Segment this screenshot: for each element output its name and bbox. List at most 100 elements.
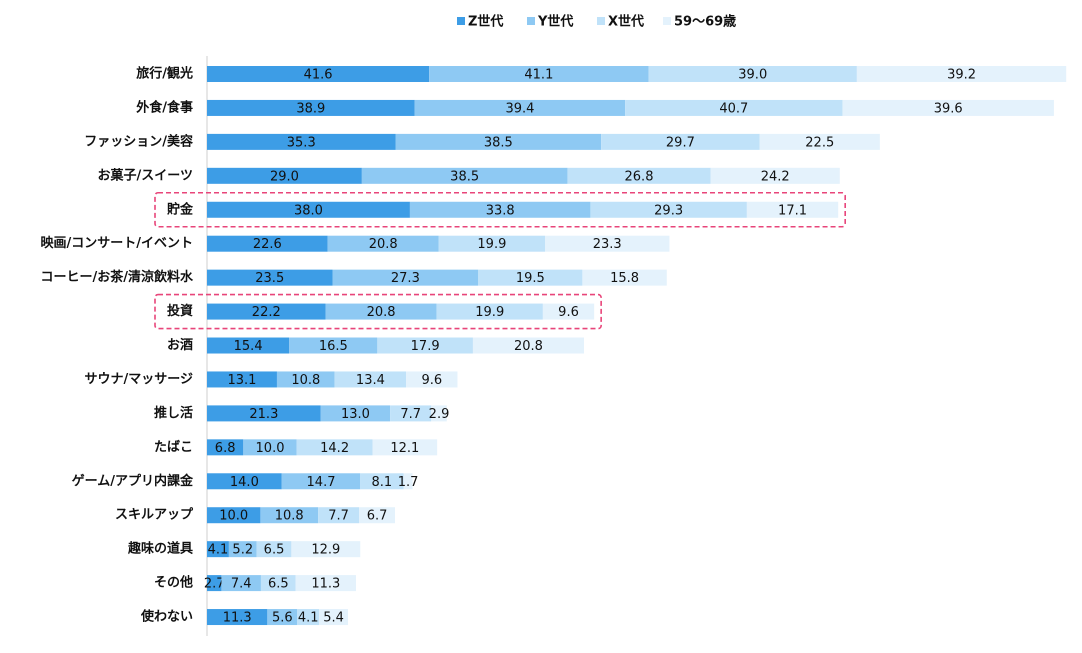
bar-segment bbox=[291, 541, 361, 558]
bar-segment bbox=[256, 541, 292, 558]
value-label: 13.1 bbox=[228, 373, 257, 388]
bar-segment bbox=[472, 337, 585, 354]
bar-segment bbox=[625, 99, 843, 116]
value-label: 2.7 bbox=[204, 577, 225, 592]
category-label: 映画/コンサート/イベント bbox=[41, 235, 194, 251]
legend-label: X世代 bbox=[608, 14, 644, 30]
value-label: 21.3 bbox=[249, 407, 278, 422]
value-label: 10.8 bbox=[275, 509, 304, 524]
value-label: 12.1 bbox=[390, 441, 419, 456]
bar-segment bbox=[207, 575, 222, 592]
value-label: 41.1 bbox=[524, 68, 553, 83]
bar-segment bbox=[281, 473, 361, 490]
value-label: 23.5 bbox=[255, 271, 284, 286]
value-label: 13.4 bbox=[356, 373, 385, 388]
value-label: 7.7 bbox=[400, 407, 421, 422]
bar-segment bbox=[409, 201, 591, 218]
bar-segment bbox=[243, 439, 297, 456]
category-label: 推し活 bbox=[154, 405, 193, 421]
bar-segment bbox=[372, 439, 438, 456]
value-label: 22.2 bbox=[252, 305, 281, 320]
bar-segment bbox=[648, 66, 857, 82]
value-label: 23.3 bbox=[593, 237, 622, 252]
bar-segment bbox=[436, 303, 543, 320]
category-label: 旅行/観光 bbox=[136, 66, 193, 82]
value-label: 19.9 bbox=[475, 305, 504, 320]
category-label: 投資 bbox=[167, 303, 193, 319]
bar-segment bbox=[207, 609, 268, 626]
bar-segment bbox=[207, 473, 282, 490]
bar-segment bbox=[327, 235, 439, 252]
legend-swatch bbox=[597, 17, 605, 25]
value-label: 38.5 bbox=[484, 135, 513, 150]
bar-segment bbox=[478, 269, 583, 286]
value-label: 12.9 bbox=[311, 543, 340, 558]
bar-segment bbox=[207, 99, 415, 116]
category-label: ファッション/美容 bbox=[84, 133, 193, 149]
bar-segment bbox=[590, 201, 747, 218]
value-label: 39.0 bbox=[738, 68, 767, 83]
bar-segment bbox=[332, 269, 479, 286]
legend-label: Z世代 bbox=[468, 14, 503, 30]
value-label: 39.4 bbox=[505, 101, 534, 116]
bar-segment bbox=[319, 609, 348, 626]
bar-segment bbox=[207, 66, 430, 82]
category-label: 使わない bbox=[140, 609, 193, 625]
value-label: 8.1 bbox=[372, 475, 393, 490]
bar-segment bbox=[361, 167, 568, 184]
bar-segment bbox=[545, 235, 670, 252]
bar-segment bbox=[395, 133, 602, 150]
value-label: 6.5 bbox=[268, 577, 289, 592]
value-label: 29.0 bbox=[270, 169, 299, 184]
value-label: 19.5 bbox=[516, 271, 545, 286]
value-label: 38.0 bbox=[294, 203, 323, 218]
category-label: ゲーム/アプリ内課金 bbox=[72, 473, 194, 489]
bar-segment bbox=[318, 507, 360, 524]
bar-segment bbox=[601, 133, 760, 150]
value-label: 41.6 bbox=[304, 68, 333, 83]
bar-segment bbox=[542, 303, 595, 320]
bar-segment bbox=[207, 439, 244, 456]
bar-segment bbox=[276, 371, 335, 388]
value-label: 26.8 bbox=[625, 169, 654, 184]
bar-segment bbox=[260, 575, 296, 592]
bar-segment bbox=[207, 235, 328, 252]
bar-segment bbox=[334, 371, 407, 388]
legend-label: 59〜69歳 bbox=[674, 14, 736, 30]
bar-segment bbox=[759, 133, 880, 150]
value-label: 15.8 bbox=[610, 271, 639, 286]
value-label: 5.6 bbox=[272, 611, 293, 626]
bar-segment bbox=[360, 473, 404, 490]
bar-segment bbox=[431, 405, 447, 422]
bar-segment bbox=[207, 167, 362, 184]
category-label: たばこ bbox=[154, 440, 193, 455]
bar-segment bbox=[207, 337, 290, 354]
value-label: 2.9 bbox=[429, 407, 450, 422]
value-label: 40.7 bbox=[719, 101, 748, 116]
bar-segment bbox=[390, 405, 432, 422]
value-label: 10.0 bbox=[256, 441, 285, 456]
bar-segment bbox=[403, 473, 413, 490]
bar-segment bbox=[207, 371, 277, 388]
value-label: 6.5 bbox=[264, 543, 285, 558]
value-label: 20.8 bbox=[369, 237, 398, 252]
category-label: 外食/食事 bbox=[135, 99, 193, 115]
value-label: 16.5 bbox=[319, 339, 348, 354]
value-label: 20.8 bbox=[514, 339, 543, 354]
legend-swatch bbox=[527, 17, 535, 25]
value-label: 17.9 bbox=[411, 339, 440, 354]
value-label: 39.6 bbox=[934, 101, 963, 116]
value-label: 6.7 bbox=[367, 509, 388, 524]
value-label: 27.3 bbox=[391, 271, 420, 286]
bar-segment bbox=[377, 337, 473, 354]
category-label: サウナ/マッサージ bbox=[85, 372, 194, 387]
value-label: 38.9 bbox=[296, 101, 325, 116]
bar-segment bbox=[710, 167, 840, 184]
bar-segment bbox=[207, 133, 396, 150]
bar-segment bbox=[295, 575, 356, 592]
highlight-box bbox=[154, 293, 602, 330]
bar-segment bbox=[221, 575, 261, 592]
bar-segment bbox=[414, 99, 626, 116]
value-label: 22.6 bbox=[253, 237, 282, 252]
